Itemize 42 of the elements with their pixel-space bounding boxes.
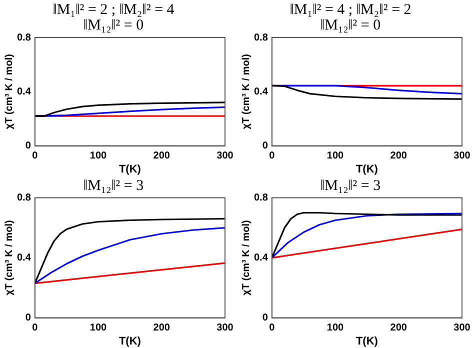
x-tick-label: 200 — [390, 322, 408, 334]
y-tick-label: 0.4 — [254, 86, 268, 98]
x-tick-label: 0 — [32, 150, 38, 162]
y-tick-label: 0.8 — [16, 192, 32, 204]
y-tick-label: 0 — [262, 140, 268, 152]
x-tick-label: 200 — [153, 150, 170, 162]
x-axis-title: T(K) — [118, 163, 142, 176]
y-tick-label: 0 — [25, 312, 32, 324]
chart-title: ‖M₁₂‖² = 3 — [320, 178, 381, 194]
x-tick-label: 200 — [153, 322, 170, 334]
x-tick-label: 0 — [269, 150, 276, 162]
y-tick-label: 0.4 — [16, 86, 32, 98]
x-axis-title: T(K) — [356, 335, 378, 348]
y-tick-label: 0.8 — [16, 32, 32, 44]
x-tick-label: 300 — [454, 322, 471, 334]
x-tick-label: 100 — [326, 322, 344, 334]
x-tick-label: 100 — [90, 150, 108, 162]
x-tick-label: 300 — [454, 150, 471, 162]
x-tick-label: 0 — [269, 322, 276, 334]
x-tick-label: 100 — [326, 150, 344, 162]
y-tick-label: 0 — [262, 312, 268, 324]
y-tick-label: 0.4 — [254, 252, 268, 264]
y-axis-title: χT (cm³ K / mol) — [4, 220, 15, 296]
chart-title: ‖M₁‖² = 2 ; ‖M₂‖² = 4 — [52, 2, 175, 18]
x-tick-label: 0 — [32, 322, 38, 334]
x-axis-title: T(K) — [118, 335, 142, 348]
x-tick-label: 300 — [216, 322, 234, 334]
y-tick-label: 0.8 — [254, 192, 268, 204]
chart-subtitle: ‖M₁₂‖² = 0 — [320, 18, 381, 34]
chart-title: ‖M₁‖² = 4 ; ‖M₂‖² = 2 — [290, 2, 412, 18]
x-tick-label: 200 — [390, 150, 408, 162]
x-tick-label: 300 — [216, 150, 234, 162]
y-tick-label: 0.4 — [16, 252, 32, 264]
x-axis-title: T(K) — [356, 163, 378, 176]
chart-subtitle: ‖M₁₂‖² = 0 — [83, 18, 144, 34]
y-axis-title: χT (cm³ K / mol) — [240, 220, 252, 296]
y-tick-label: 0 — [25, 140, 32, 152]
y-axis-title: χT (cm³ K / mol) — [4, 54, 15, 130]
y-axis-title: χT (cm³ K / mol) — [240, 54, 252, 130]
y-tick-label: 0.8 — [254, 32, 268, 44]
chart-title: ‖M₁₂‖² = 3 — [83, 178, 144, 194]
x-tick-label: 100 — [90, 322, 108, 334]
